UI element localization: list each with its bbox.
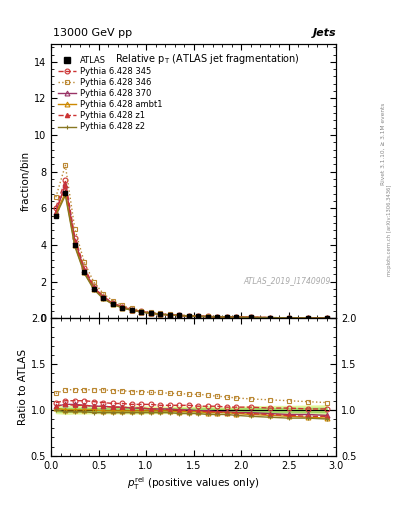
Text: mcplots.cern.ch [arXiv:1306.3436]: mcplots.cern.ch [arXiv:1306.3436] [387, 185, 391, 276]
Y-axis label: fraction/bin: fraction/bin [21, 151, 31, 211]
Text: ATLAS_2019_I1740909: ATLAS_2019_I1740909 [243, 276, 330, 285]
X-axis label: $p_{\mathrm{T}}^{\mathrm{rel}}$ (positive values only): $p_{\mathrm{T}}^{\mathrm{rel}}$ (positiv… [127, 475, 260, 492]
Text: 13000 GeV pp: 13000 GeV pp [53, 28, 132, 38]
Y-axis label: Ratio to ATLAS: Ratio to ATLAS [18, 349, 28, 425]
Text: Rivet 3.1.10, ≥ 3.1M events: Rivet 3.1.10, ≥ 3.1M events [381, 102, 386, 184]
Legend: ATLAS, Pythia 6.428 345, Pythia 6.428 346, Pythia 6.428 370, Pythia 6.428 ambt1,: ATLAS, Pythia 6.428 345, Pythia 6.428 34… [58, 56, 162, 132]
Text: Relative p$_\mathrm{T}$ (ATLAS jet fragmentation): Relative p$_\mathrm{T}$ (ATLAS jet fragm… [116, 52, 300, 66]
Text: Jets: Jets [312, 28, 336, 38]
